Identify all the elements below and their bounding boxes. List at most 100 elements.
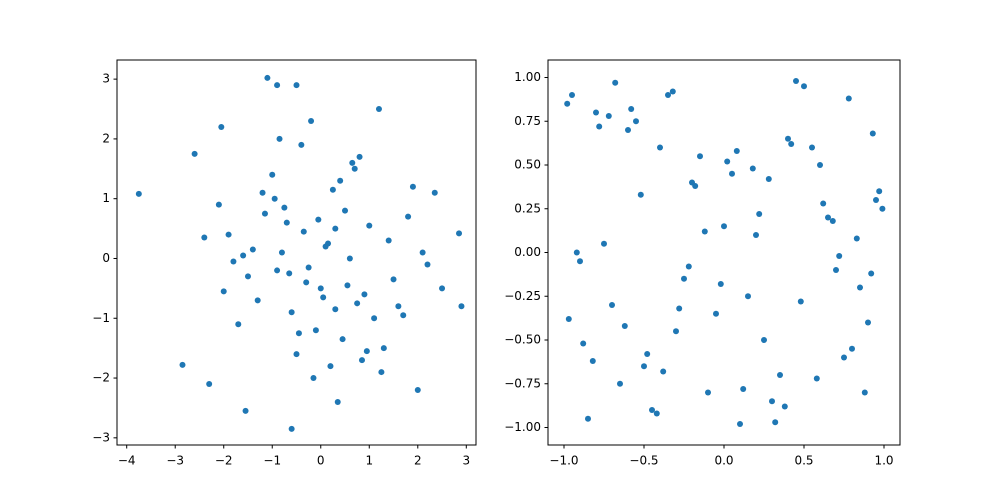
point [745, 293, 751, 300]
point [605, 113, 612, 119]
point [424, 261, 431, 268]
point [264, 74, 271, 81]
point [400, 312, 407, 319]
point [242, 407, 249, 414]
point [235, 321, 242, 328]
point [657, 144, 663, 151]
point [724, 158, 731, 165]
point [593, 109, 599, 116]
y-tick-label: −1.00 [504, 420, 541, 434]
point [865, 319, 871, 326]
point [349, 159, 356, 166]
point [356, 153, 363, 160]
point [315, 216, 322, 223]
x-tick-label: −4 [118, 454, 136, 468]
point [565, 316, 572, 322]
x-tick-label: 0.5 [794, 454, 813, 468]
point [344, 282, 351, 289]
x-tick-label: −3 [166, 454, 184, 468]
point [781, 403, 788, 410]
x-tick-label: 0.0 [714, 454, 733, 468]
point [772, 419, 779, 426]
point [332, 306, 339, 313]
point [366, 222, 373, 229]
axes-frame [116, 59, 477, 446]
point [339, 336, 346, 343]
point [327, 363, 334, 370]
point [617, 380, 623, 387]
point [395, 303, 402, 310]
y-tick-label: −0.50 [504, 333, 541, 347]
point [797, 298, 804, 305]
point [337, 177, 344, 184]
point [577, 258, 583, 265]
point [869, 130, 876, 137]
y-tick-label: −0.25 [504, 289, 541, 303]
y-tick-label: −3 [92, 430, 110, 444]
point [569, 92, 575, 98]
point [249, 246, 256, 253]
point [637, 191, 644, 198]
point [641, 363, 647, 370]
point [733, 148, 740, 154]
point [876, 188, 883, 195]
point [276, 135, 283, 142]
point [218, 123, 225, 130]
point [310, 375, 317, 382]
point [281, 204, 288, 211]
point [621, 323, 628, 329]
point [644, 351, 651, 357]
point [254, 297, 261, 304]
point [721, 223, 727, 230]
y-tick-label: −1 [92, 311, 110, 325]
point [458, 303, 465, 310]
point [801, 83, 807, 90]
point [785, 135, 791, 142]
point [206, 381, 213, 388]
axes-frame [547, 59, 901, 446]
point [390, 276, 397, 283]
point [564, 100, 571, 107]
point [308, 117, 315, 124]
point [777, 372, 783, 378]
y-tick-label: 0.50 [514, 158, 541, 172]
point [628, 106, 635, 112]
point [325, 240, 332, 247]
point [612, 79, 619, 86]
x-tick-label: 2 [414, 454, 422, 468]
point [653, 410, 660, 417]
x-tick-label: −1 [263, 454, 281, 468]
point [286, 270, 293, 277]
point [820, 200, 827, 207]
point [303, 279, 310, 286]
point [431, 189, 438, 196]
x-tick-label: −2 [215, 454, 233, 468]
point [329, 186, 336, 193]
point [288, 309, 295, 316]
point [589, 358, 596, 364]
point [749, 165, 756, 172]
point [601, 240, 607, 247]
point [665, 92, 671, 98]
point [354, 300, 361, 307]
point [300, 228, 307, 235]
point [833, 267, 839, 273]
point [625, 127, 631, 133]
point [414, 387, 421, 393]
point [573, 249, 580, 256]
y-tick-label: 1 [102, 191, 110, 205]
point [761, 337, 767, 343]
point [873, 197, 879, 203]
point [378, 369, 385, 376]
point [857, 284, 863, 291]
point [351, 165, 358, 172]
point [225, 231, 232, 238]
point [681, 275, 687, 282]
point [633, 118, 639, 125]
point [825, 214, 831, 221]
point [278, 249, 285, 256]
point [295, 330, 302, 337]
point [673, 328, 679, 335]
point [853, 235, 860, 242]
